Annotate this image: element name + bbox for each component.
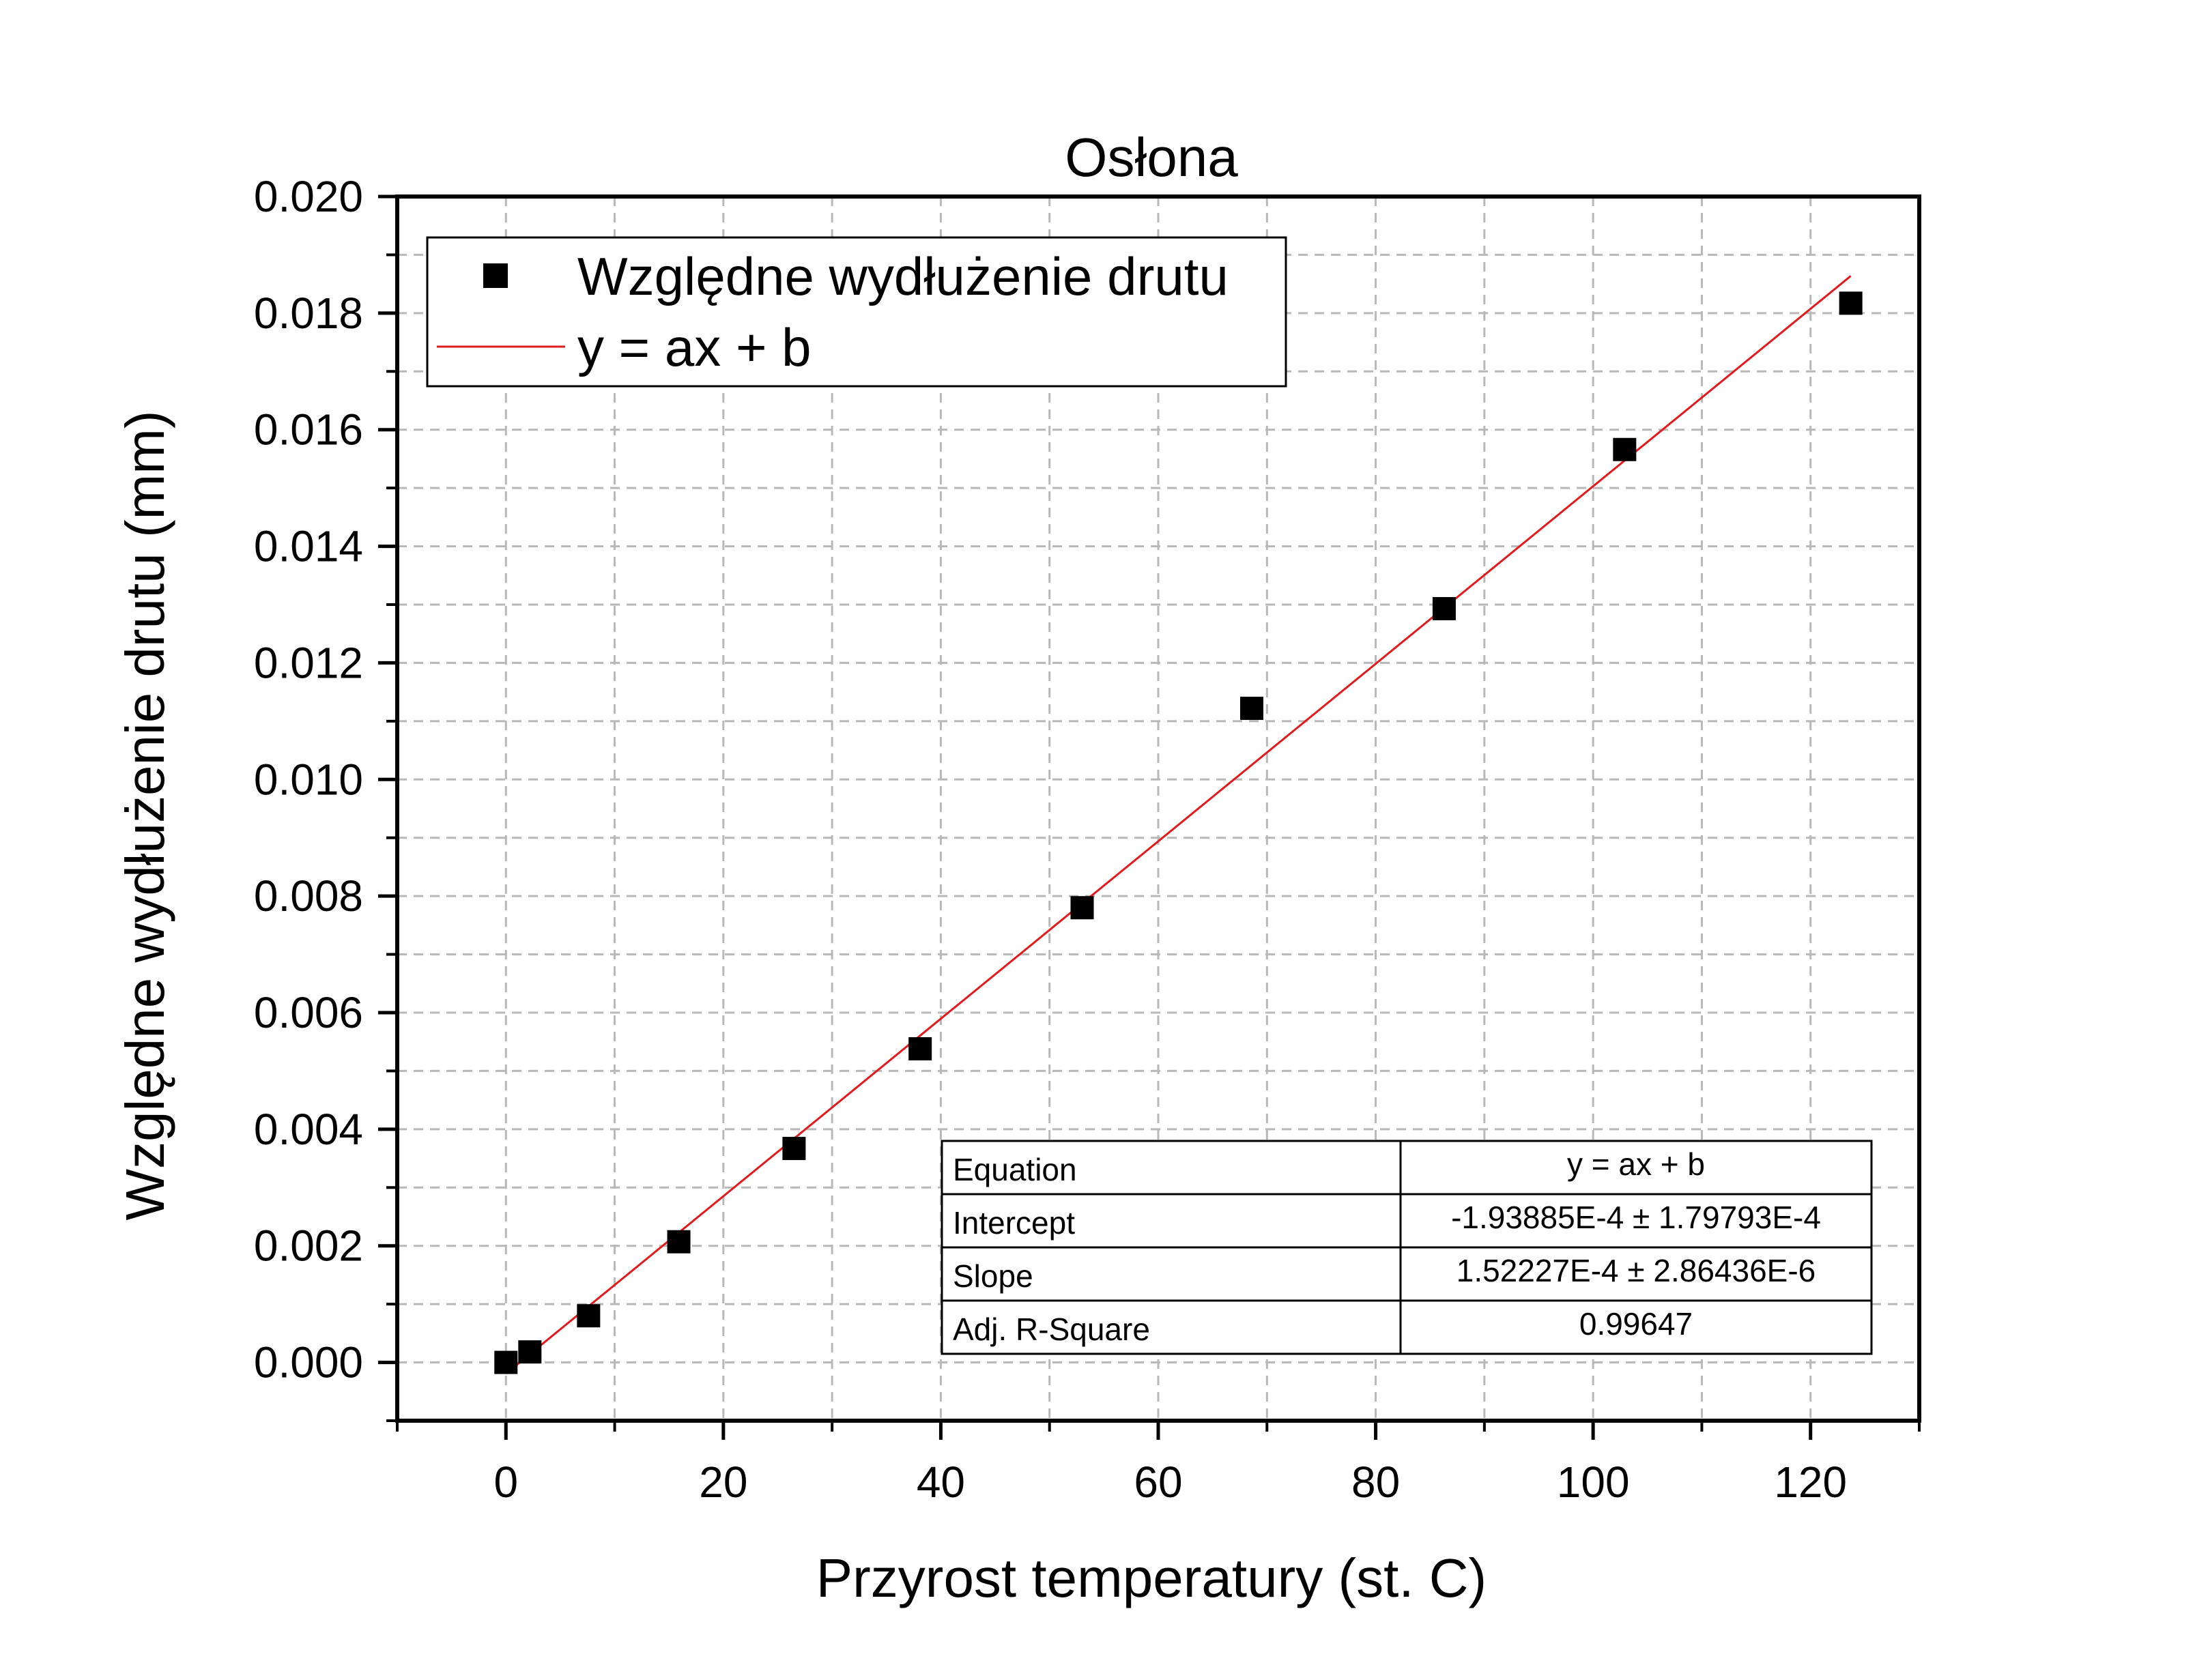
y-tick-label: 0.020 [254, 172, 363, 221]
data-point [1432, 596, 1456, 620]
table-cell-label: Adj. R-Square [953, 1312, 1150, 1347]
x-tick-label: 120 [1774, 1458, 1847, 1507]
y-tick-label: 0.012 [254, 638, 363, 687]
x-tick-label: 0 [493, 1458, 518, 1507]
chart-title: Osłona [1065, 127, 1238, 188]
data-points [494, 291, 1863, 1374]
legend: Względne wydłużenie drutu y = ax + b [426, 236, 1287, 388]
data-point [494, 1350, 518, 1374]
axis-ticks [378, 194, 1921, 1440]
data-point [577, 1304, 601, 1328]
legend-label-series: Względne wydłużenie drutu [577, 246, 1229, 306]
data-point [518, 1340, 542, 1364]
data-point [782, 1137, 806, 1161]
x-tick-label: 20 [699, 1458, 747, 1507]
y-tick-label: 0.000 [254, 1338, 363, 1387]
table-cell-label: Equation [953, 1152, 1077, 1187]
legend-square-marker [483, 263, 508, 288]
data-point [667, 1230, 691, 1254]
y-tick-label: 0.008 [254, 871, 363, 921]
y-tick-label: 0.010 [254, 755, 363, 804]
y-tick-labels: 0.000 0.002 0.004 0.006 0.008 0.010 0.012 0.014… [254, 172, 363, 1387]
table-cell-label: Intercept [953, 1205, 1075, 1241]
table-cell-value: -1.93885E-4 ± 1.79793E-4 [1451, 1200, 1821, 1235]
y-axis-title: Względne wydłużenie drutu (mm) [115, 410, 175, 1220]
data-point [1070, 896, 1094, 920]
x-tick-label: 60 [1134, 1458, 1182, 1507]
table-cell-label: Slope [953, 1258, 1033, 1294]
x-axis-title: Przyrost temperatury (st. C) [816, 1548, 1487, 1608]
y-tick-label: 0.018 [254, 289, 363, 338]
table-cell-value: y = ax + b [1567, 1146, 1705, 1182]
y-tick-label: 0.006 [254, 988, 363, 1037]
x-tick-labels: 0 20 40 60 80 100 120 [493, 1458, 1847, 1507]
y-tick-label: 0.016 [254, 405, 363, 454]
table-cell-value: 1.52227E-4 ± 2.86436E-6 [1457, 1253, 1816, 1288]
x-tick-label: 80 [1351, 1458, 1400, 1507]
data-point [1613, 437, 1637, 461]
legend-label-fit: y = ax + b [577, 317, 812, 377]
legend-box [426, 236, 1287, 388]
y-tick-label: 0.004 [254, 1105, 363, 1154]
y-tick-label: 0.014 [254, 522, 363, 571]
fit-results-table: Equation y = ax + b Intercept -1.93885E-4 ±… [941, 1140, 1873, 1355]
y-tick-label: 0.002 [254, 1221, 363, 1271]
data-point [1839, 291, 1863, 315]
data-point [908, 1037, 932, 1060]
x-tick-label: 100 [1557, 1458, 1630, 1507]
x-tick-label: 40 [917, 1458, 965, 1507]
table-cell-value: 0.99647 [1579, 1306, 1693, 1342]
data-point [1239, 697, 1263, 721]
